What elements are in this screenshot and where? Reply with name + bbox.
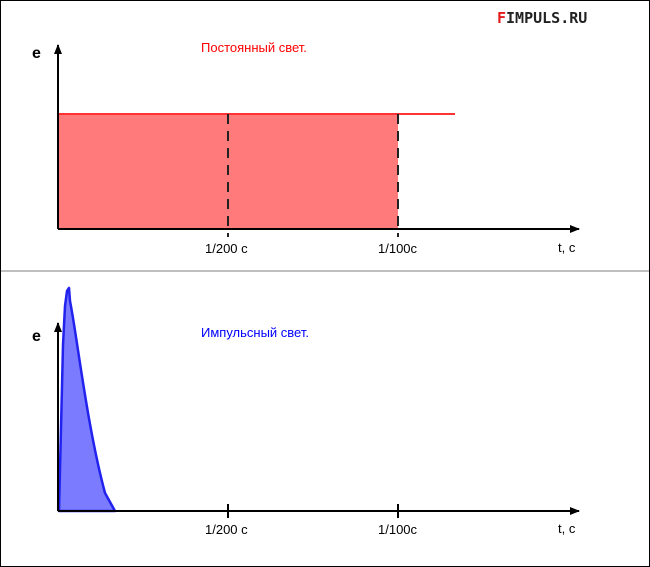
bottom-x-label: t, c: [558, 521, 576, 536]
top-caption: Постоянный свет.: [201, 40, 307, 55]
top-tick-label-1-200: 1/200 c: [205, 241, 248, 256]
logo-text: IMPULS.RU: [506, 9, 588, 27]
top-y-label: e: [32, 45, 41, 62]
bottom-y-label: e: [32, 328, 41, 345]
top-x-label: t, c: [558, 240, 576, 255]
top-tick-label-1-100: 1/100c: [378, 241, 418, 256]
pulse-area: [57, 286, 117, 513]
bottom-panel: e Импульсный свет. 1/200 c 1/100c t, c: [32, 286, 580, 537]
site-logo: FIMPULS.RU: [497, 9, 587, 27]
bottom-tick-label-1-100: 1/100c: [378, 522, 418, 537]
bottom-tick-label-1-200: 1/200 c: [205, 522, 248, 537]
bottom-caption: Импульсный свет.: [201, 325, 309, 340]
top-panel: e Постоянный свет. 1/200 c 1/100c t, c: [32, 40, 580, 256]
logo-first-letter: F: [497, 9, 507, 27]
